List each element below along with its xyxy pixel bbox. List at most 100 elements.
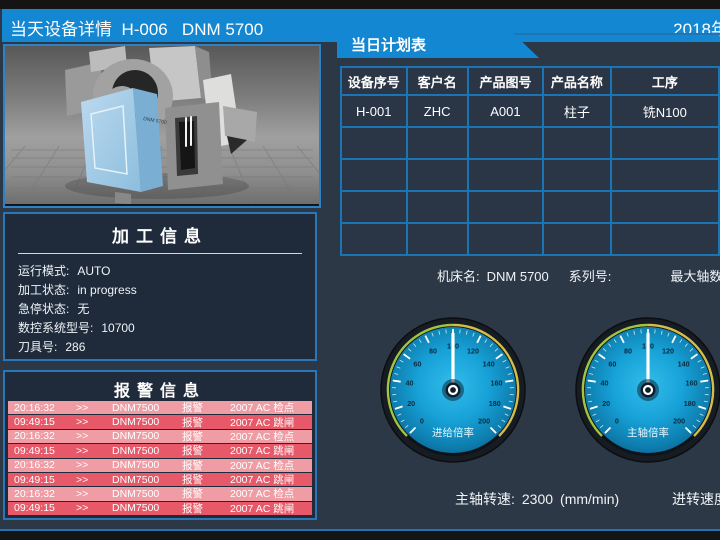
alarm-cell-d: DNM7500 <box>112 487 160 500</box>
info-fields: 运行模式: AUTO 加工状态: in progress 急停状态: 无数控系统型号: 10… <box>18 262 315 357</box>
alarm-cell-m: 2007 AC 跳闸 <box>230 445 295 458</box>
alarm-cell-a: >> <box>76 487 89 500</box>
spindle-speed-readout: 主轴转速: 2300 (mm/min) <box>455 489 619 509</box>
svg-text:进给倍率: 进给倍率 <box>432 426 474 439</box>
machine-name-value: DNM 5700 <box>486 269 549 284</box>
alarm-cell-a: >> <box>76 430 89 443</box>
info-field: 数控系统型号: 10700 <box>18 319 315 338</box>
plan-cell: A001 <box>466 94 545 128</box>
alarm-cell-a: >> <box>76 401 89 414</box>
info-field-label: 运行模式: <box>18 264 70 278</box>
alarm-cell-y: 报警 <box>182 402 203 415</box>
machine-model-label: DNM 5700 <box>143 116 168 126</box>
svg-text:200: 200 <box>673 417 685 426</box>
info-field-value: AUTO <box>77 264 111 278</box>
alarm-cell-y: 报警 <box>182 430 203 443</box>
alarm-cell-m: 2007 AC 跳闸 <box>230 474 295 487</box>
feed-speed-label: 进转速度 <box>672 491 720 507</box>
alarm-cell-y: 报警 <box>182 502 203 515</box>
svg-text:60: 60 <box>413 360 421 369</box>
alarm-cell-d: DNM7500 <box>112 502 160 515</box>
alarm-cell-t: 09:49:15 <box>14 444 55 457</box>
plan-col-header: 产品图号 <box>466 66 545 96</box>
plan-row <box>340 222 720 256</box>
bottom-divider-line <box>0 529 720 531</box>
plan-cell: ZHC <box>405 94 469 128</box>
alarm-row: 20:16:32 >> DNM7500 报警 2007 AC 检点 <box>8 487 312 501</box>
info-field: 运行模式: AUTO <box>18 262 315 281</box>
alarm-cell-d: DNM7500 <box>112 416 160 429</box>
svg-text:140: 140 <box>678 360 690 369</box>
alarm-cell-d: DNM7500 <box>112 430 160 443</box>
info-field-value: 10700 <box>101 321 135 335</box>
alarm-cell-m: 2007 AC 检点 <box>230 459 295 472</box>
alarm-cell-d: DNM7500 <box>112 401 160 414</box>
alarm-info-panel: 报警信息 20:16:32 >> DNM7500 报警 2007 AC 检点 09:49:… <box>3 370 317 520</box>
svg-text:180: 180 <box>684 399 696 408</box>
tab-daily-plan[interactable]: 当日计划表 <box>337 33 539 58</box>
plan-cell: 柱子 <box>542 94 612 128</box>
plan-cell <box>542 190 612 224</box>
alarm-row: 09:49:15 >> DNM7500 报警 2007 AC 跳闸 <box>8 415 312 429</box>
svg-text:60: 60 <box>608 360 616 369</box>
alarm-cell-m: 2007 AC 检点 <box>230 402 295 415</box>
plan-cell: 铣N100 <box>609 94 720 128</box>
alarm-cell-m: 2007 AC 检点 <box>230 430 295 443</box>
alarm-row: 09:49:15 >> DNM7500 报警 2007 AC 跳闸 <box>8 472 312 487</box>
alarm-cell-d: DNM7500 <box>112 459 160 472</box>
plan-cell <box>340 222 408 256</box>
svg-text:160: 160 <box>686 379 698 388</box>
plan-cell <box>609 158 720 192</box>
window-top-strip <box>0 0 720 9</box>
plan-table-head-row: 设备序号 客户名 产品图号 产品名称 工序 <box>340 66 720 96</box>
processing-info-title: 加工信息 <box>112 227 208 246</box>
plan-cell <box>405 222 469 256</box>
plan-table-body: H-001 ZHC A001 柱子 铣N100 <box>340 94 720 256</box>
alarm-cell-a: >> <box>76 416 89 429</box>
plan-row <box>340 158 720 192</box>
alarm-row: 20:16:32 >> DNM7500 报警 2007 AC 检点 <box>8 458 312 472</box>
processing-info-panel: 加工信息 运行模式: AUTO 加工状态: in progress 急停状态: 无数控系统… <box>3 212 317 361</box>
info-field-value: 无 <box>77 302 90 316</box>
plan-cell <box>340 190 408 224</box>
plan-col-header: 产品名称 <box>542 66 612 96</box>
svg-text:20: 20 <box>602 399 610 408</box>
alarm-cell-y: 报警 <box>182 445 203 458</box>
plan-cell <box>405 126 469 160</box>
plan-row: H-001 ZHC A001 柱子 铣N100 <box>340 94 720 128</box>
svg-text:120: 120 <box>467 346 479 355</box>
alarm-cell-a: >> <box>76 473 89 486</box>
plan-cell <box>466 190 545 224</box>
plan-cell <box>466 158 545 192</box>
alarm-cell-t: 20:16:32 <box>14 430 55 443</box>
plan-cell <box>466 222 545 256</box>
plan-cell <box>609 222 720 256</box>
alarm-cell-d: DNM7500 <box>112 473 160 486</box>
alarm-cell-y: 报警 <box>182 416 203 429</box>
plan-cell <box>609 126 720 160</box>
plan-cell <box>405 158 469 192</box>
page-title: 当天设备详情 H-006 DNM 5700 <box>10 20 264 39</box>
plan-table: 设备序号 客户名 产品图号 产品名称 工序 H-001 ZHC A001 柱子 铣N100 <box>340 66 720 256</box>
plan-row <box>340 190 720 224</box>
svg-text:200: 200 <box>478 417 490 426</box>
svg-text:主轴倍率: 主轴倍率 <box>627 426 669 439</box>
info-field: 加工状态: in progress <box>18 281 315 300</box>
info-field-value: in progress <box>77 283 137 297</box>
header-date: 2018年 <box>673 20 720 39</box>
plan-col-header: 设备序号 <box>340 66 408 96</box>
plan-row <box>340 126 720 160</box>
alarm-cell-t: 20:16:32 <box>14 487 55 500</box>
machine-info-row: 机床名: DNM 5700 系列号: 最大轴数 <box>437 266 720 285</box>
serial-label: 系列号: <box>568 269 612 284</box>
alarm-cell-m: 2007 AC 跳闸 <box>230 502 295 515</box>
plan-cell <box>542 222 612 256</box>
plan-cell: H-001 <box>340 94 408 128</box>
info-field: 刀具号: 286 <box>18 338 315 357</box>
info-field-label: 刀具号: <box>18 340 58 354</box>
alarm-row: 20:16:32 >> DNM7500 报警 2007 AC 检点 <box>8 429 312 444</box>
plan-cell <box>609 190 720 224</box>
alarm-cell-a: >> <box>76 444 89 457</box>
plan-cell <box>340 158 408 192</box>
title-rule <box>18 253 302 254</box>
